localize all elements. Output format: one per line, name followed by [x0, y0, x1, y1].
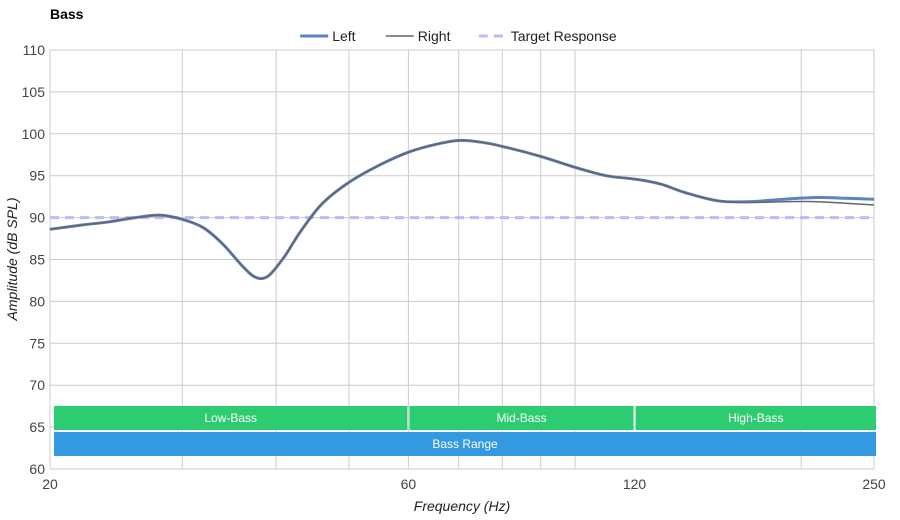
low-bass-band	[54, 406, 408, 430]
x-tick-label: 120	[623, 476, 647, 492]
series-left-line	[49, 138, 875, 281]
y-tick-label: 100	[22, 126, 46, 142]
y-tick-label: 85	[29, 252, 45, 268]
x-axis-label: Frequency (Hz)	[414, 498, 510, 514]
y-tick-label: 70	[29, 377, 45, 393]
x-tick-labels: 20 60 120 250	[42, 476, 886, 492]
high-bass-band-label: High-Bass	[728, 411, 783, 425]
high-bass-band	[635, 406, 876, 430]
plot-border	[49, 49, 875, 470]
legend: Left Right Target Response	[300, 28, 617, 44]
x-tick-label: 20	[42, 476, 58, 492]
series-right-line	[49, 139, 875, 280]
y-tick-label: 110	[23, 42, 46, 58]
y-tick-label: 60	[29, 461, 45, 477]
bass-range-band-label: Bass Range	[432, 437, 498, 451]
y-tick-label: 105	[22, 84, 46, 100]
legend-label-right: Right	[418, 28, 451, 44]
y-axis-label: Amplitude (dB SPL)	[4, 198, 20, 322]
series-lines	[49, 138, 875, 281]
x-tick-label: 250	[862, 476, 886, 492]
bass-range-band	[54, 432, 876, 456]
y-tick-label: 65	[29, 419, 45, 435]
y-tick-labels: 60 65 70 75 80 85 90 95 100 105 110	[22, 42, 46, 477]
x-tick-label: 60	[401, 476, 417, 492]
frequency-bands: Low-Bass Mid-Bass High-Bass Bass Range	[54, 406, 876, 456]
y-tick-label: 90	[29, 210, 45, 226]
legend-label-left: Left	[332, 28, 355, 44]
legend-label-target-response: Target Response	[511, 28, 617, 44]
mid-bass-band-label: Mid-Bass	[496, 411, 546, 425]
low-bass-band-label: Low-Bass	[204, 411, 257, 425]
y-tick-label: 75	[29, 335, 45, 351]
y-tick-label: 95	[29, 168, 45, 184]
y-tick-label: 80	[29, 293, 45, 309]
chart-title: Bass	[50, 6, 84, 22]
mid-bass-band	[409, 406, 634, 430]
